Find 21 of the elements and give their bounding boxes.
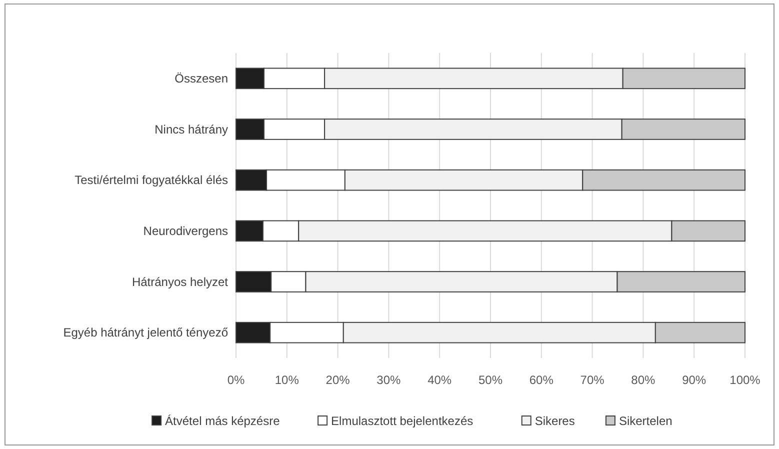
x-tick-label: 90% [682, 373, 706, 387]
y-tick-label: Hátrányos helyzet [132, 274, 229, 289]
y-tick-label: Neurodivergens [143, 224, 228, 238]
legend-label: Sikeres [534, 414, 575, 428]
x-tick-label: 100% [730, 373, 761, 387]
legend-label: Sikertelen [618, 414, 672, 428]
y-tick-label: Testi/értelmi fogyatékkal élés [74, 173, 228, 188]
legend-label: Elmulasztott bejelentkezés [331, 414, 474, 428]
x-tick-label: 60% [529, 373, 554, 387]
x-tick-label: 50% [478, 373, 503, 387]
y-tick-label: Egyéb hátrányt jelentő tényező [63, 326, 228, 340]
x-tick-label: 70% [580, 373, 605, 387]
y-tick-label: Nincs hátrány [154, 122, 228, 136]
x-tick-label: 80% [631, 373, 656, 387]
x-tick-label: 10% [274, 373, 300, 387]
x-tick-label: 0% [227, 373, 245, 387]
x-tick-label: 20% [326, 373, 350, 387]
legend-label: Átvétel más képzésre [165, 414, 280, 428]
x-tick-label: 40% [428, 373, 452, 387]
x-tick-label: 30% [376, 373, 402, 387]
y-tick-label: Összesen [174, 71, 228, 86]
